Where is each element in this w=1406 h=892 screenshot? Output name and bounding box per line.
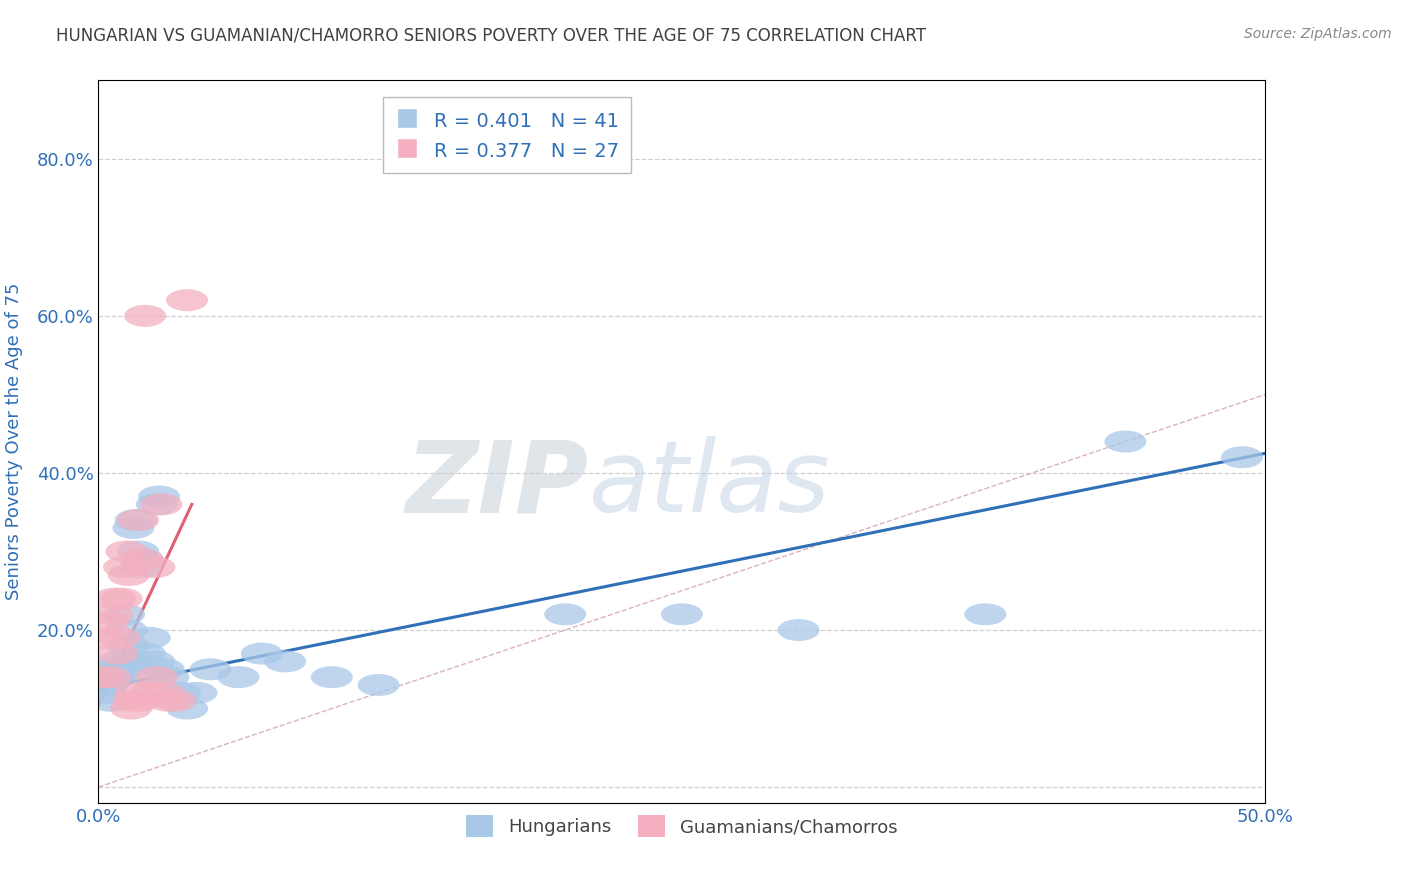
Ellipse shape [544,603,586,625]
Ellipse shape [96,642,138,665]
Ellipse shape [357,674,399,696]
Ellipse shape [98,650,141,673]
Ellipse shape [94,588,136,609]
Text: atlas: atlas [589,436,830,533]
Ellipse shape [117,509,159,531]
Ellipse shape [166,289,208,311]
Ellipse shape [105,619,148,641]
Ellipse shape [98,627,141,648]
Ellipse shape [965,603,1007,625]
Ellipse shape [134,557,176,578]
Ellipse shape [159,681,201,704]
Ellipse shape [166,698,208,720]
Ellipse shape [87,611,129,633]
Ellipse shape [101,658,143,681]
Ellipse shape [134,650,176,673]
Ellipse shape [105,541,148,563]
Ellipse shape [124,642,166,665]
Ellipse shape [264,650,307,673]
Ellipse shape [141,493,183,516]
Ellipse shape [122,549,163,570]
Ellipse shape [108,635,150,657]
Ellipse shape [136,666,177,688]
Ellipse shape [120,690,162,712]
Ellipse shape [148,690,190,712]
Y-axis label: Seniors Poverty Over the Age of 75: Seniors Poverty Over the Age of 75 [4,283,22,600]
Ellipse shape [218,666,260,688]
Ellipse shape [82,666,124,688]
Ellipse shape [91,603,134,625]
Ellipse shape [89,666,131,688]
Ellipse shape [138,485,180,508]
Ellipse shape [89,690,131,712]
Ellipse shape [124,305,166,326]
Ellipse shape [240,642,283,665]
Ellipse shape [155,690,197,712]
Ellipse shape [108,564,150,586]
Ellipse shape [110,650,152,673]
Legend: Hungarians, Guamanians/Chamorros: Hungarians, Guamanians/Chamorros [460,808,904,845]
Ellipse shape [82,666,124,688]
Ellipse shape [103,557,145,578]
Text: Source: ZipAtlas.com: Source: ZipAtlas.com [1244,27,1392,41]
Ellipse shape [778,619,820,641]
Ellipse shape [87,674,129,696]
Ellipse shape [110,698,152,720]
Ellipse shape [117,541,159,563]
Ellipse shape [148,666,190,688]
Ellipse shape [661,603,703,625]
Ellipse shape [1104,431,1146,452]
Ellipse shape [91,666,134,688]
Text: ZIP: ZIP [405,436,589,533]
Ellipse shape [143,658,184,681]
Ellipse shape [94,658,136,681]
Ellipse shape [190,658,232,681]
Ellipse shape [311,666,353,688]
Ellipse shape [84,627,127,648]
Ellipse shape [143,681,184,704]
Ellipse shape [115,509,157,531]
Ellipse shape [129,627,170,648]
Ellipse shape [1220,446,1263,468]
Ellipse shape [112,517,155,539]
Ellipse shape [84,681,127,704]
Ellipse shape [131,666,173,688]
Ellipse shape [136,493,177,516]
Ellipse shape [103,603,145,625]
Ellipse shape [176,681,218,704]
Ellipse shape [129,681,170,704]
Ellipse shape [112,690,155,712]
Ellipse shape [96,666,138,688]
Ellipse shape [101,588,143,609]
Ellipse shape [115,681,157,704]
Ellipse shape [120,557,162,578]
Ellipse shape [122,549,163,570]
Text: HUNGARIAN VS GUAMANIAN/CHAMORRO SENIORS POVERTY OVER THE AGE OF 75 CORRELATION C: HUNGARIAN VS GUAMANIAN/CHAMORRO SENIORS … [56,27,927,45]
